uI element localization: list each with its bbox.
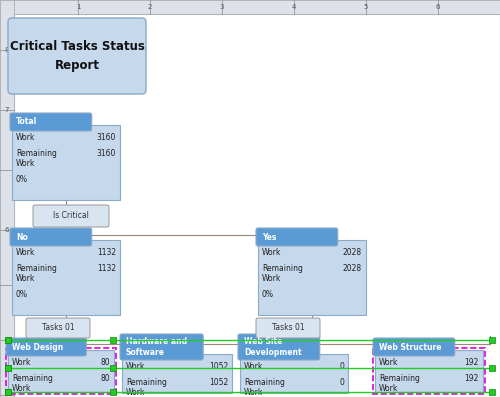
FancyBboxPatch shape [10,113,92,131]
Text: 3160: 3160 [96,133,116,142]
FancyBboxPatch shape [33,205,109,227]
FancyBboxPatch shape [256,318,320,338]
FancyBboxPatch shape [256,228,338,246]
Text: 80: 80 [100,358,110,367]
FancyBboxPatch shape [240,354,348,393]
Text: 5: 5 [5,337,9,343]
Text: 80: 80 [100,374,110,383]
Text: Remaining
Work: Remaining Work [16,149,57,168]
Text: 2028: 2028 [343,248,362,257]
Text: 1132: 1132 [97,264,116,273]
Text: Work: Work [12,358,32,367]
Bar [5,389,11,395]
Bar [110,337,116,343]
FancyBboxPatch shape [14,14,500,397]
Text: 0%: 0% [262,290,274,299]
Text: Web Site
Development: Web Site Development [244,337,302,357]
Bar [5,365,11,371]
Text: 7: 7 [5,107,9,113]
Text: 1052: 1052 [209,362,228,371]
Text: Tasks 01: Tasks 01 [42,324,74,333]
Text: 3160: 3160 [96,149,116,158]
Text: Work: Work [244,362,264,371]
FancyBboxPatch shape [0,0,14,397]
Text: Yes: Yes [262,233,276,241]
Text: 192: 192 [464,358,479,367]
Text: 0%: 0% [16,175,28,184]
Bar [489,365,495,371]
Text: 6: 6 [436,4,440,10]
FancyBboxPatch shape [6,338,86,356]
FancyBboxPatch shape [258,240,366,315]
FancyBboxPatch shape [375,350,483,392]
Bar [110,365,116,371]
FancyBboxPatch shape [122,354,232,393]
Text: Remaining
Work: Remaining Work [126,378,167,397]
Text: Remaining
Work: Remaining Work [244,378,285,397]
Text: 4: 4 [292,4,296,10]
Text: Web Structure: Web Structure [379,343,442,351]
Text: Remaining
Work: Remaining Work [16,264,57,283]
Text: 2028: 2028 [343,264,362,273]
FancyBboxPatch shape [8,350,114,392]
Text: Remaining
Work: Remaining Work [262,264,303,283]
Text: Total: Total [16,118,37,127]
Text: Work: Work [262,248,281,257]
Bar [489,389,495,395]
FancyBboxPatch shape [12,240,120,315]
Text: 8: 8 [5,47,9,53]
Text: No: No [16,233,28,241]
Text: Work: Work [379,358,398,367]
Text: Hardware and
Software: Hardware and Software [126,337,187,357]
Text: 0: 0 [339,362,344,371]
FancyBboxPatch shape [373,338,455,356]
Text: 0%: 0% [16,290,28,299]
FancyBboxPatch shape [8,18,146,94]
Bar [5,365,11,371]
Text: Web Design: Web Design [12,343,63,351]
Bar [489,337,495,343]
FancyBboxPatch shape [26,318,90,338]
Text: Is Critical: Is Critical [53,212,89,220]
Text: 6: 6 [5,227,9,233]
Text: Work: Work [126,362,146,371]
Text: Remaining
Work: Remaining Work [379,374,420,393]
FancyBboxPatch shape [120,334,203,360]
Text: 3: 3 [220,4,224,10]
Text: Work: Work [16,133,36,142]
Bar [5,337,11,343]
Text: 5: 5 [364,4,368,10]
Bar [5,337,11,343]
Bar [110,389,116,395]
FancyBboxPatch shape [238,334,320,360]
Text: 1: 1 [76,4,80,10]
Text: Remaining
Work: Remaining Work [12,374,53,393]
Text: Critical Tasks Status
Report: Critical Tasks Status Report [10,40,144,71]
Text: Tasks 01: Tasks 01 [272,324,304,333]
FancyBboxPatch shape [14,0,500,14]
Text: 1132: 1132 [97,248,116,257]
Text: Work: Work [16,248,36,257]
FancyBboxPatch shape [10,228,92,246]
Text: 1052: 1052 [209,378,228,387]
Text: 0: 0 [339,378,344,387]
Text: 2: 2 [148,4,152,10]
Text: 192: 192 [464,374,479,383]
FancyBboxPatch shape [12,125,120,200]
Bar [5,389,11,395]
